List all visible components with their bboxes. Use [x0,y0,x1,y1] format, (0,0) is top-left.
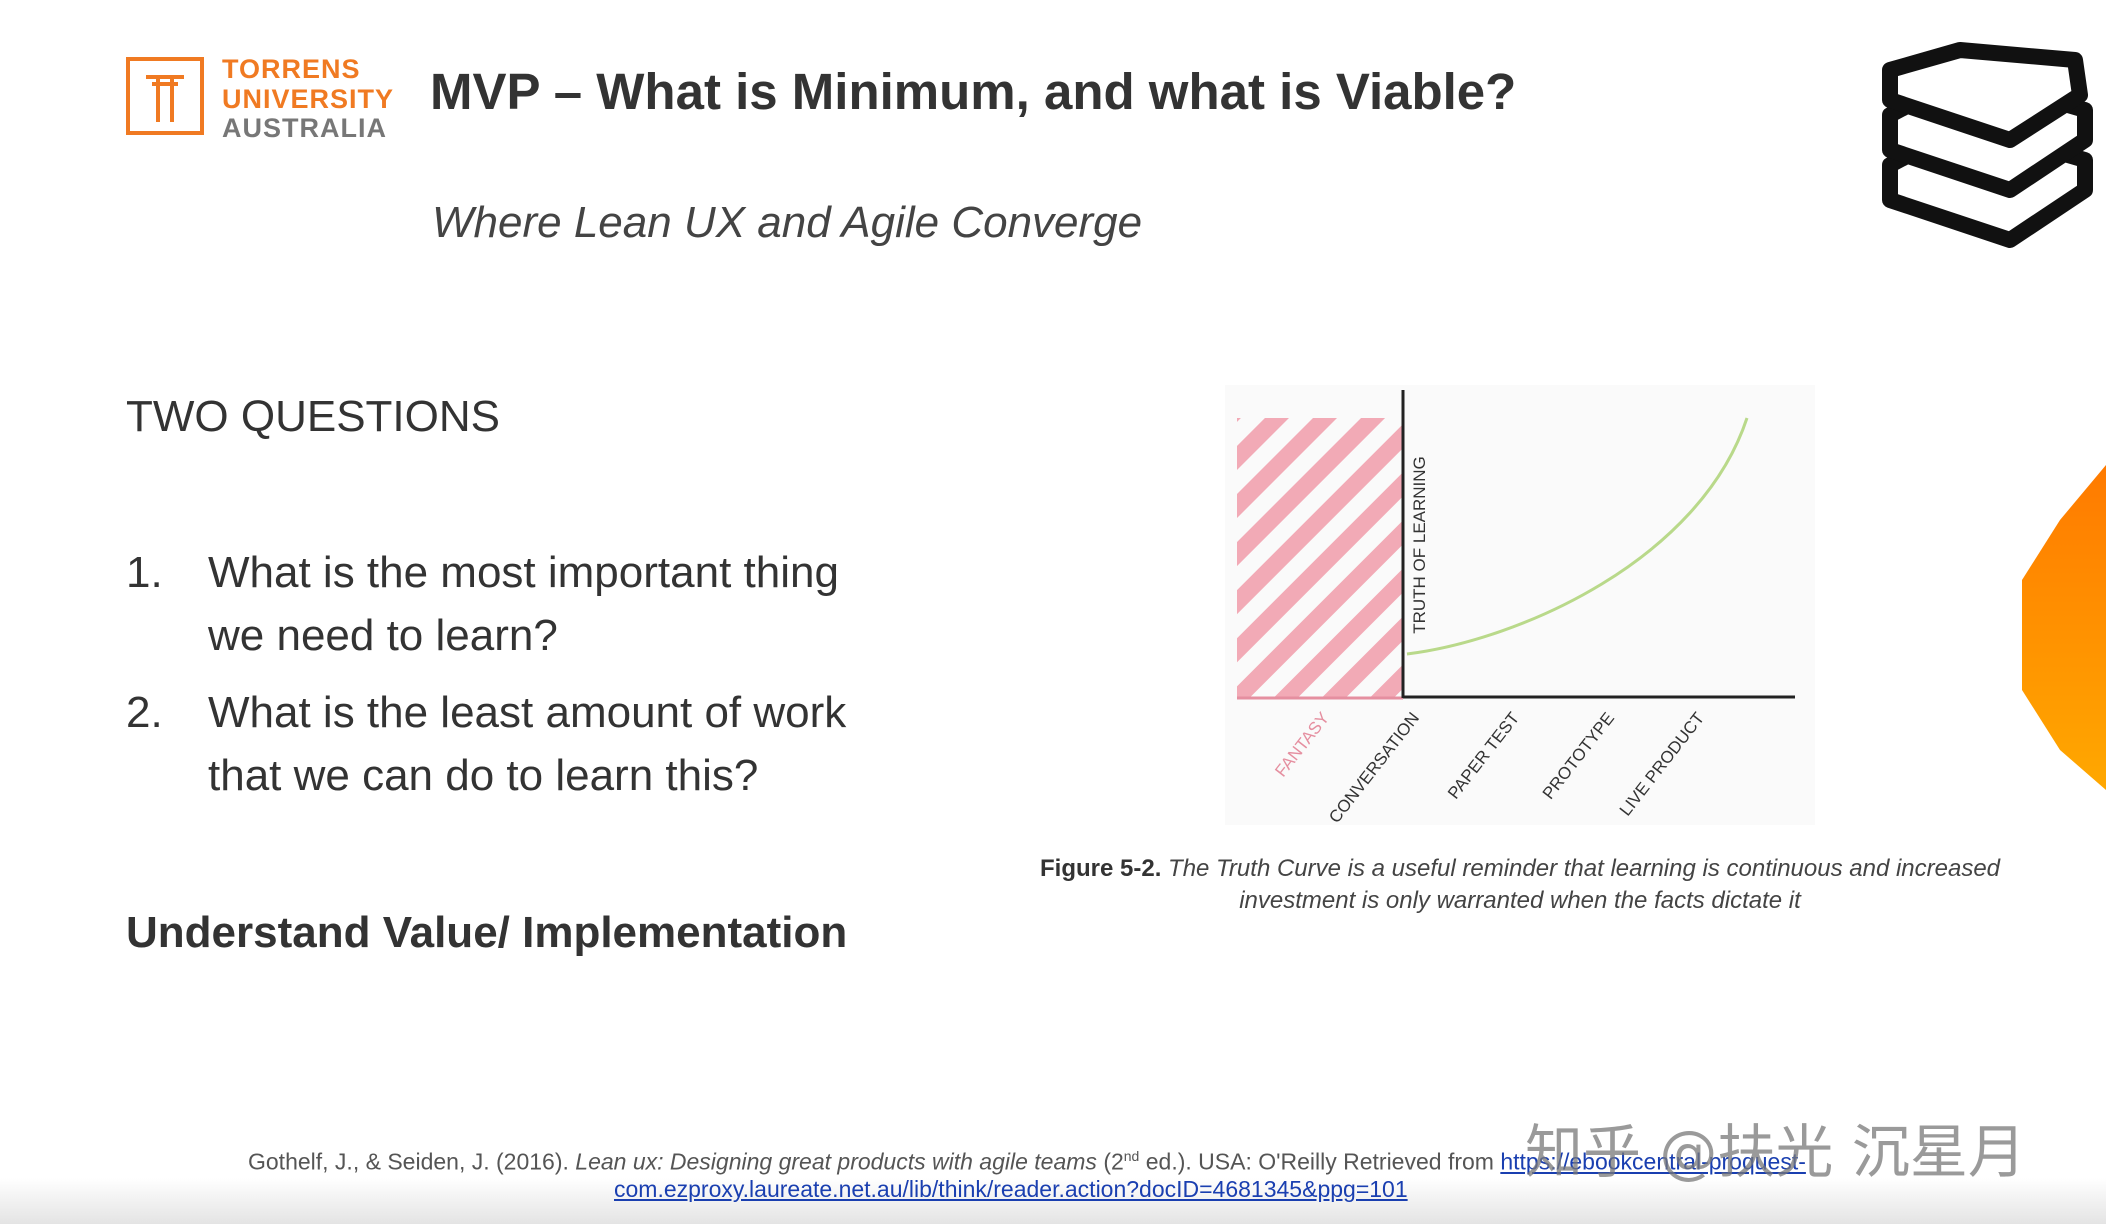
caption-line: Figure 5-2. The Truth Curve is a useful … [1040,855,2000,883]
ref-sup: nd [1123,1148,1140,1164]
books-icon [1882,42,2093,248]
reference-line: com.ezproxy.laureate.net.au/lib/think/re… [614,1176,1408,1203]
section-heading: TWO QUESTIONS [126,392,500,441]
logo-line: TORRENS [222,54,361,84]
title: MVP – What is Minimum, and what is Viabl… [430,63,1517,120]
question-line: that we can do to learn this? [208,751,759,800]
logo-box [126,57,204,135]
ref-link[interactable]: com.ezproxy.laureate.net.au/lib/think/re… [614,1176,1408,1202]
caption-label: Figure 5-2. [1040,855,1162,882]
ref-title: Lean ux: Designing great products with a… [575,1148,1097,1175]
conclusion: Understand Value/ Implementation [126,908,848,957]
ref-edition: (2 [1103,1148,1124,1175]
question-number: 2. [126,688,163,737]
reference-line: Gothelf, J., & Seiden, J. (2016). Lean u… [248,1148,1806,1176]
caption-line: investment is only warranted when the fa… [1239,887,1801,914]
fantasy-zone [1237,418,1403,698]
logo-line: UNIVERSITY [222,84,395,114]
question-number: 1. [126,548,163,597]
watermark: 知乎 @扶光 沉星月 [1525,1118,2026,1186]
ref-link[interactable]: https://ebookcentral-proquest- [1500,1148,1806,1175]
truth-curve [1406,417,1749,656]
logo-line: AUSTRALIA [222,113,387,143]
logo-mark [146,75,184,122]
subtitle: Where Lean UX and Agile Converge [432,198,1143,247]
ref-authors: Gothelf, J., & Seiden, J. (2016). [248,1148,569,1175]
bottom-bar [0,1178,2106,1224]
question-line: What is the most important thing [208,548,839,597]
y-axis-label: TRUTH OF LEARNING [1410,456,1429,634]
decor-shape [2022,465,2106,790]
question-line: we need to learn? [208,611,558,660]
caption-text: The Truth Curve is a useful reminder tha… [1168,855,2001,882]
question-line: What is the least amount of work [208,688,847,737]
ref-edition: ed.). USA: O'Reilly Retrieved from [1145,1148,1494,1175]
